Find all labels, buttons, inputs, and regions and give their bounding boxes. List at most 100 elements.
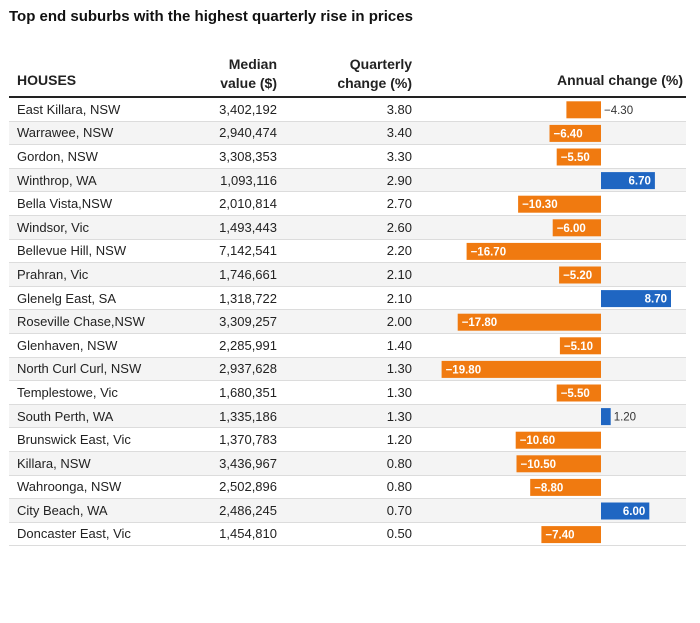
suburb-cell: North Curl Curl, NSW: [17, 361, 142, 377]
annual-change-label: −10.60: [520, 435, 556, 447]
suburb-cell: Glenelg East, SA: [17, 290, 116, 306]
annual-change-bar: [559, 266, 601, 284]
annual-change-label: −5.50: [561, 388, 590, 400]
median-value-cell: 3,402,192: [219, 101, 277, 117]
table-row: Brunswick East, Vic 1,370,783 1.20: [9, 428, 686, 452]
annual-change-label: −6.00: [557, 223, 586, 235]
annual-change-bar: [566, 101, 601, 119]
annual-change-label: 1.20: [614, 412, 636, 424]
median-value-cell: 7,142,541: [219, 243, 277, 259]
annual-change-label: −4.30: [604, 105, 633, 117]
annual-change-label: −17.80: [462, 317, 498, 329]
annual-change-bar: [441, 360, 601, 378]
suburb-cell: Glenhaven, NSW: [17, 337, 118, 353]
suburb-cell: Wahroonga, NSW: [17, 479, 122, 495]
annual-change-bar: [457, 313, 601, 331]
median-value-cell: 1,318,722: [219, 290, 277, 306]
quarterly-change-cell: 2.90: [386, 172, 412, 188]
annual-change-label: −10.30: [522, 199, 558, 211]
median-value-cell: 1,493,443: [219, 219, 277, 235]
suburb-cell: Bella Vista,NSW: [17, 196, 113, 212]
quarterly-change-cell: 2.10: [386, 290, 412, 306]
table-row: Windsor, Vic 1,493,443 2.60: [9, 215, 686, 240]
annual-change-bar: [518, 195, 601, 213]
suburb-cell: Roseville Chase,NSW: [17, 314, 145, 330]
header-quarterly-change: Quarterly change (%): [337, 55, 412, 93]
median-value-cell: 2,940,474: [219, 125, 277, 141]
median-value-cell: 3,309,257: [219, 314, 277, 330]
quarterly-change-cell: 0.70: [386, 502, 412, 518]
quarterly-change-cell: 2.70: [386, 196, 412, 212]
quarterly-change-cell: 2.20: [386, 243, 412, 259]
header-divider: [9, 96, 686, 98]
quarterly-change-cell: 1.20: [386, 432, 412, 448]
header-median-value: Median value ($): [220, 55, 277, 93]
annual-change-label: −10.50: [521, 459, 557, 471]
table-row: Winthrop, WA 1,093,116 2.90: [9, 168, 686, 193]
annual-change-bar: [559, 337, 601, 355]
annual-change-bar: [516, 455, 601, 473]
quarterly-change-cell: 3.40: [386, 125, 412, 141]
annual-change-label: −5.10: [564, 341, 593, 353]
quarterly-change-cell: 0.80: [386, 479, 412, 495]
quarterly-change-cell: 1.30: [386, 384, 412, 400]
suburb-cell: Killara, NSW: [17, 455, 91, 471]
table-row: East Killara, NSW 3,402,192 3.80: [9, 98, 686, 122]
quarterly-change-cell: 2.60: [386, 219, 412, 235]
annual-change-bar: [541, 526, 601, 544]
median-value-cell: 2,937,628: [219, 361, 277, 377]
median-value-cell: 1,680,351: [219, 384, 277, 400]
annual-change-label: −8.80: [534, 482, 563, 494]
quarterly-change-cell: 2.10: [386, 266, 412, 282]
annual-change-bar: [466, 242, 601, 260]
annual-change-bar: [601, 408, 611, 426]
median-value-cell: 2,010,814: [219, 196, 277, 212]
table-row: Bella Vista,NSW 2,010,814 2.70: [9, 192, 686, 216]
table-row: Glenelg East, SA 1,318,722 2.10: [9, 287, 686, 311]
annual-change-bar: [552, 219, 601, 237]
quarterly-change-cell: 1.30: [386, 361, 412, 377]
annual-change-bar: [549, 124, 601, 142]
table-row: Bellevue Hill, NSW 7,142,541 2.20: [9, 240, 686, 264]
suburb-cell: Gordon, NSW: [17, 148, 98, 164]
quarterly-change-cell: 0.50: [386, 526, 412, 542]
table-row: Templestowe, Vic 1,680,351 1.30: [9, 381, 686, 405]
quarterly-change-cell: 1.40: [386, 337, 412, 353]
suburb-cell: Winthrop, WA: [17, 172, 97, 188]
median-value-cell: 1,746,661: [219, 266, 277, 282]
quarterly-change-cell: 0.80: [386, 455, 412, 471]
median-value-cell: 1,370,783: [219, 432, 277, 448]
suburb-cell: Bellevue Hill, NSW: [17, 243, 127, 259]
median-value-cell: 3,436,967: [219, 455, 277, 471]
page-title: Top end suburbs with the highest quarter…: [9, 8, 413, 25]
quarterly-change-cell: 2.00: [386, 314, 412, 330]
annual-change-label: −5.50: [561, 152, 590, 164]
header-median-line1: Median: [228, 56, 277, 72]
table-row: Warrawee, NSW 2,940,474 3.40: [9, 121, 686, 146]
annual-change-label: 6.70: [629, 176, 651, 188]
quarterly-change-cell: 3.30: [386, 148, 412, 164]
annual-change-label: 6.00: [623, 506, 645, 518]
suburb-cell: East Killara, NSW: [17, 101, 121, 117]
median-value-cell: 1,335,186: [219, 408, 277, 424]
quarterly-change-cell: 3.80: [386, 101, 412, 117]
median-value-cell: 2,502,896: [219, 479, 277, 495]
annual-change-label: −6.40: [554, 128, 583, 140]
header-median-line2: value ($): [220, 75, 277, 91]
annual-change-label: −16.70: [471, 246, 507, 258]
suburb-cell: Windsor, Vic: [17, 219, 90, 235]
annual-change-label: −7.40: [545, 530, 574, 542]
median-value-cell: 2,486,245: [219, 502, 277, 518]
annual-change-bar: [601, 290, 671, 308]
annual-change-label: 8.70: [645, 294, 667, 306]
header-houses: HOUSES: [17, 72, 77, 88]
annual-change-bar: [601, 502, 650, 520]
table-row: Gordon, NSW 3,308,353 3.30: [9, 145, 686, 169]
header-annual-change: Annual change (%): [556, 72, 683, 88]
annual-change-label: −19.80: [446, 364, 482, 376]
header-quarterly-line2: change (%): [337, 75, 412, 91]
table-row: Prahran, Vic 1,746,661 2.10: [9, 263, 686, 287]
median-value-cell: 2,285,991: [219, 337, 277, 353]
table-row: Doncaster East, Vic 1,454,810 0.50: [9, 523, 686, 547]
